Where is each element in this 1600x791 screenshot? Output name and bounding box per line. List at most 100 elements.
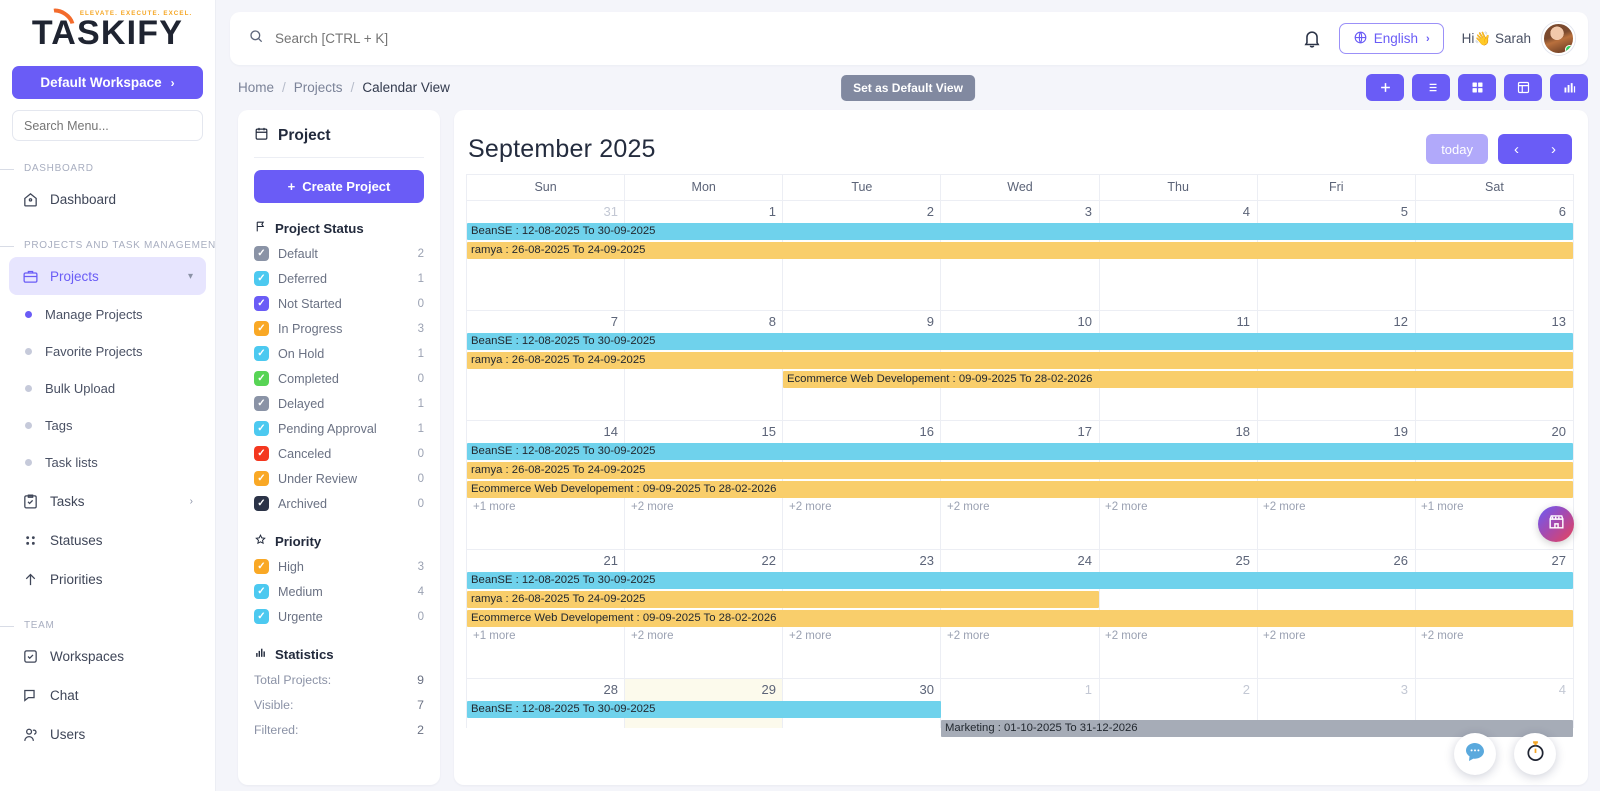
sidebar-item-dashboard[interactable]: Dashboard <box>9 180 206 218</box>
checkbox-checked-icon[interactable]: ✓ <box>254 371 269 386</box>
day-number[interactable]: 13 <box>1551 314 1566 329</box>
timer-fab-button[interactable] <box>1514 733 1556 775</box>
calendar-view-button[interactable] <box>1504 74 1542 101</box>
day-number[interactable]: 9 <box>926 314 934 329</box>
status-filter-canceled[interactable]: ✓ Canceled 0 <box>254 441 424 466</box>
calendar-event[interactable]: Ecommerce Web Developement : 09-09-2025 … <box>783 371 1573 388</box>
status-filter-archived[interactable]: ✓ Archived 0 <box>254 491 424 516</box>
status-filter-on-hold[interactable]: ✓ On Hold 1 <box>254 341 424 366</box>
day-number[interactable]: 27 <box>1551 553 1566 568</box>
workspace-selector[interactable]: Default Workspace › <box>12 66 203 99</box>
priority-filter-high[interactable]: ✓ High 3 <box>254 554 424 579</box>
day-number[interactable]: 3 <box>1400 682 1408 697</box>
day-number[interactable]: 4 <box>1558 682 1566 697</box>
checkbox-checked-icon[interactable]: ✓ <box>254 421 269 436</box>
status-filter-completed[interactable]: ✓ Completed 0 <box>254 366 424 391</box>
checkbox-checked-icon[interactable]: ✓ <box>254 246 269 261</box>
more-events-link[interactable]: +1 more <box>473 501 516 513</box>
calendar-event[interactable]: BeanSE : 12-08-2025 To 30-09-2025 <box>467 701 941 718</box>
more-events-link[interactable]: +1 more <box>473 630 516 642</box>
day-number[interactable]: 14 <box>603 424 618 439</box>
create-project-button[interactable]: + Create Project <box>254 170 424 203</box>
app-logo[interactable]: ELEVATE. EXECUTE. EXCEL. TASKIFY <box>0 0 215 56</box>
calendar-event[interactable]: BeanSE : 12-08-2025 To 30-09-2025 <box>467 223 1573 240</box>
checkbox-checked-icon[interactable]: ✓ <box>254 396 269 411</box>
checkbox-checked-icon[interactable]: ✓ <box>254 559 269 574</box>
checkbox-checked-icon[interactable]: ✓ <box>254 346 269 361</box>
menu-search-input[interactable] <box>12 110 203 141</box>
status-filter-in-progress[interactable]: ✓ In Progress 3 <box>254 316 424 341</box>
checkbox-checked-icon[interactable]: ✓ <box>254 584 269 599</box>
calendar-event[interactable]: Ecommerce Web Developement : 09-09-2025 … <box>467 610 1573 627</box>
priority-filter-medium[interactable]: ✓ Medium 4 <box>254 579 424 604</box>
day-number[interactable]: 20 <box>1551 424 1566 439</box>
day-number[interactable]: 6 <box>1558 204 1566 219</box>
avatar[interactable] <box>1542 22 1575 55</box>
more-events-link[interactable]: +2 more <box>631 630 674 642</box>
priority-filter-urgente[interactable]: ✓ Urgente 0 <box>254 604 424 629</box>
more-events-link[interactable]: +1 more <box>1421 501 1464 513</box>
more-events-link[interactable]: +2 more <box>947 630 990 642</box>
day-number[interactable]: 22 <box>761 553 776 568</box>
sidebar-item-bulk-upload[interactable]: Bulk Upload <box>9 370 206 407</box>
day-number[interactable]: 11 <box>1236 314 1251 329</box>
day-cell[interactable] <box>941 679 1100 728</box>
more-events-link[interactable]: +2 more <box>1263 630 1306 642</box>
checkbox-checked-icon[interactable]: ✓ <box>254 271 269 286</box>
calendar-event[interactable]: Marketing : 01-10-2025 To 31-12-2026 <box>941 720 1573 737</box>
sidebar-item-workspaces[interactable]: Workspaces <box>9 637 206 675</box>
day-number[interactable]: 5 <box>1400 204 1408 219</box>
status-filter-deferred[interactable]: ✓ Deferred 1 <box>254 266 424 291</box>
day-number[interactable]: 1 <box>1084 682 1092 697</box>
add-button[interactable] <box>1366 74 1404 101</box>
day-cell[interactable] <box>1100 679 1258 728</box>
day-number[interactable]: 7 <box>610 314 618 329</box>
today-button[interactable]: today <box>1426 134 1488 164</box>
day-number[interactable]: 25 <box>1235 553 1250 568</box>
sidebar-item-task-lists[interactable]: Task lists <box>9 444 206 481</box>
day-number[interactable]: 12 <box>1393 314 1408 329</box>
day-number[interactable]: 17 <box>1077 424 1092 439</box>
status-filter-not-started[interactable]: ✓ Not Started 0 <box>254 291 424 316</box>
day-number[interactable]: 29 <box>761 682 776 697</box>
status-filter-pending-approval[interactable]: ✓ Pending Approval 1 <box>254 416 424 441</box>
list-view-button[interactable] <box>1412 74 1450 101</box>
calendar-event[interactable]: BeanSE : 12-08-2025 To 30-09-2025 <box>467 572 1573 589</box>
sidebar-item-tasks[interactable]: Tasks › <box>9 482 206 520</box>
checkbox-checked-icon[interactable]: ✓ <box>254 609 269 624</box>
day-number[interactable]: 4 <box>1242 204 1250 219</box>
checkbox-checked-icon[interactable]: ✓ <box>254 471 269 486</box>
day-number[interactable]: 23 <box>919 553 934 568</box>
day-number[interactable]: 2 <box>926 204 934 219</box>
day-number[interactable]: 21 <box>603 553 618 568</box>
calendar-event[interactable]: BeanSE : 12-08-2025 To 30-09-2025 <box>467 333 1573 350</box>
sidebar-item-statuses[interactable]: Statuses <box>9 521 206 559</box>
more-events-link[interactable]: +2 more <box>631 501 674 513</box>
set-as-default-view-button[interactable]: Set as Default View <box>841 74 975 101</box>
day-number[interactable]: 10 <box>1077 314 1092 329</box>
status-filter-default[interactable]: ✓ Default 2 <box>254 241 424 266</box>
day-number[interactable]: 16 <box>919 424 934 439</box>
store-fab-button[interactable] <box>1538 506 1574 542</box>
more-events-link[interactable]: +2 more <box>789 630 832 642</box>
board-view-button[interactable] <box>1458 74 1496 101</box>
calendar-event[interactable]: BeanSE : 12-08-2025 To 30-09-2025 <box>467 443 1573 460</box>
more-events-link[interactable]: +2 more <box>1421 630 1464 642</box>
status-filter-under-review[interactable]: ✓ Under Review 0 <box>254 466 424 491</box>
day-number[interactable]: 31 <box>603 204 618 219</box>
sidebar-item-tags[interactable]: Tags <box>9 407 206 444</box>
day-number[interactable]: 28 <box>603 682 618 697</box>
day-number[interactable]: 30 <box>919 682 934 697</box>
sidebar-item-users[interactable]: Users <box>9 715 206 753</box>
more-events-link[interactable]: +2 more <box>947 501 990 513</box>
language-selector[interactable]: English › <box>1338 23 1444 54</box>
notifications-bell-icon[interactable] <box>1301 28 1323 50</box>
calendar-event[interactable]: ramya : 26-08-2025 To 24-09-2025 <box>467 352 1573 369</box>
day-cell[interactable] <box>1258 679 1416 728</box>
day-number[interactable]: 3 <box>1084 204 1092 219</box>
checkbox-checked-icon[interactable]: ✓ <box>254 321 269 336</box>
day-number[interactable]: 15 <box>761 424 776 439</box>
sidebar-item-projects[interactable]: Projects ▾ <box>9 257 206 295</box>
chat-fab-button[interactable] <box>1454 733 1496 775</box>
sidebar-item-manage-projects[interactable]: Manage Projects <box>9 296 206 333</box>
